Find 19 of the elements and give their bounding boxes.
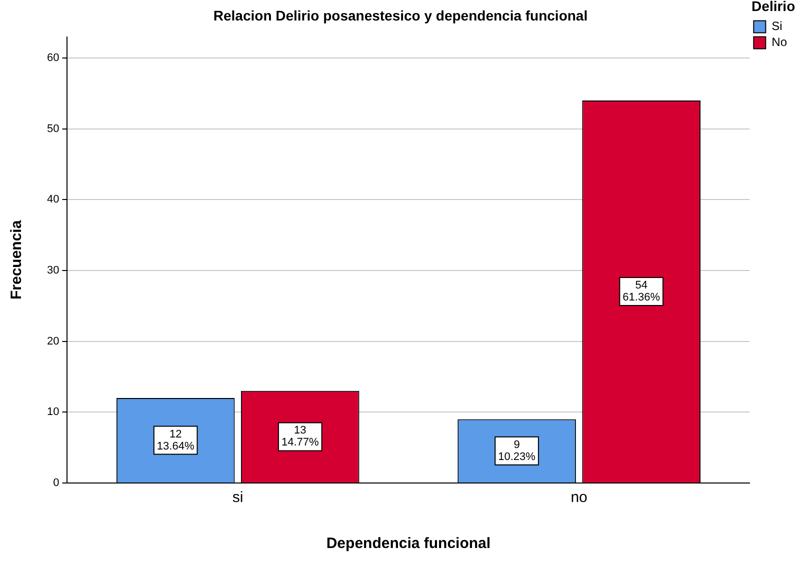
y-tick-label: 30 xyxy=(46,264,60,277)
y-tick-label: 50 xyxy=(46,122,60,135)
chart-title: Relacion Delirio posanestesico y dependencia funcional xyxy=(213,7,588,24)
y-tick-label: 40 xyxy=(46,194,60,206)
x-tick-label: si xyxy=(232,489,244,506)
y-tick-label: 20 xyxy=(46,335,60,348)
y-tick-label: 60 xyxy=(46,52,60,64)
legend-title: Delirio xyxy=(752,0,796,14)
legend-label: No xyxy=(772,35,788,50)
y-tick-label: 0 xyxy=(53,477,60,490)
y-axis-title: Frecuencia xyxy=(8,220,26,300)
data-label: 54 61.36% xyxy=(622,280,660,304)
legend-label: Si xyxy=(772,19,782,34)
x-tick-label: no xyxy=(570,489,588,506)
data-label: 13 14.77% xyxy=(281,424,319,449)
y-tick-label: 10 xyxy=(46,406,60,418)
data-label: 12 13.64% xyxy=(156,428,194,452)
data-label: 9 10.23% xyxy=(498,438,536,463)
x-axis-title: Dependencia funcional xyxy=(326,535,491,552)
